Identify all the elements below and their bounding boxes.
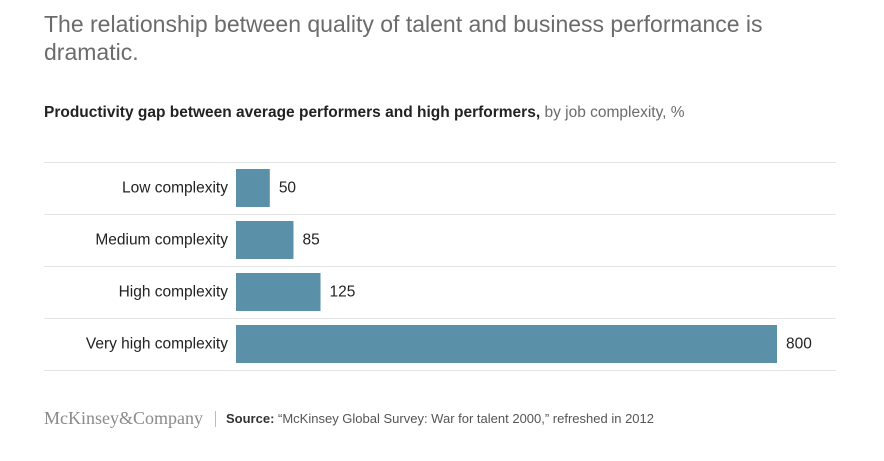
headline: The relationship between quality of tale… xyxy=(44,11,763,65)
data-label: 125 xyxy=(330,284,356,301)
bar xyxy=(236,169,270,207)
chart-subtitle-main: Productivity gap between average perform… xyxy=(44,104,541,121)
category-label: High complexity xyxy=(119,284,229,301)
mckinsey-logo: McKinsey&Company xyxy=(44,408,203,428)
category-label: Medium complexity xyxy=(95,232,228,249)
data-label: 50 xyxy=(279,180,297,197)
bar xyxy=(236,325,777,363)
bar xyxy=(236,273,321,311)
footer: McKinsey&Company Source: “McKinsey Globa… xyxy=(44,408,654,429)
source-text: “McKinsey Global Survey: War for talent … xyxy=(274,411,654,426)
data-label: 800 xyxy=(786,336,812,353)
category-label: Low complexity xyxy=(122,180,228,197)
footer-divider xyxy=(215,410,216,427)
source-note: Source: “McKinsey Global Survey: War for… xyxy=(226,411,654,426)
chart-subtitle: Productivity gap between average perform… xyxy=(44,104,685,122)
bar xyxy=(236,221,294,259)
category-label: Very high complexity xyxy=(86,336,228,353)
source-label: Source: xyxy=(226,411,275,426)
data-label: 85 xyxy=(302,232,319,249)
chart-subtitle-units: by job complexity, % xyxy=(540,104,685,121)
bar-chart: Low complexity 50 Medium complexity 85 High … xyxy=(44,162,836,371)
